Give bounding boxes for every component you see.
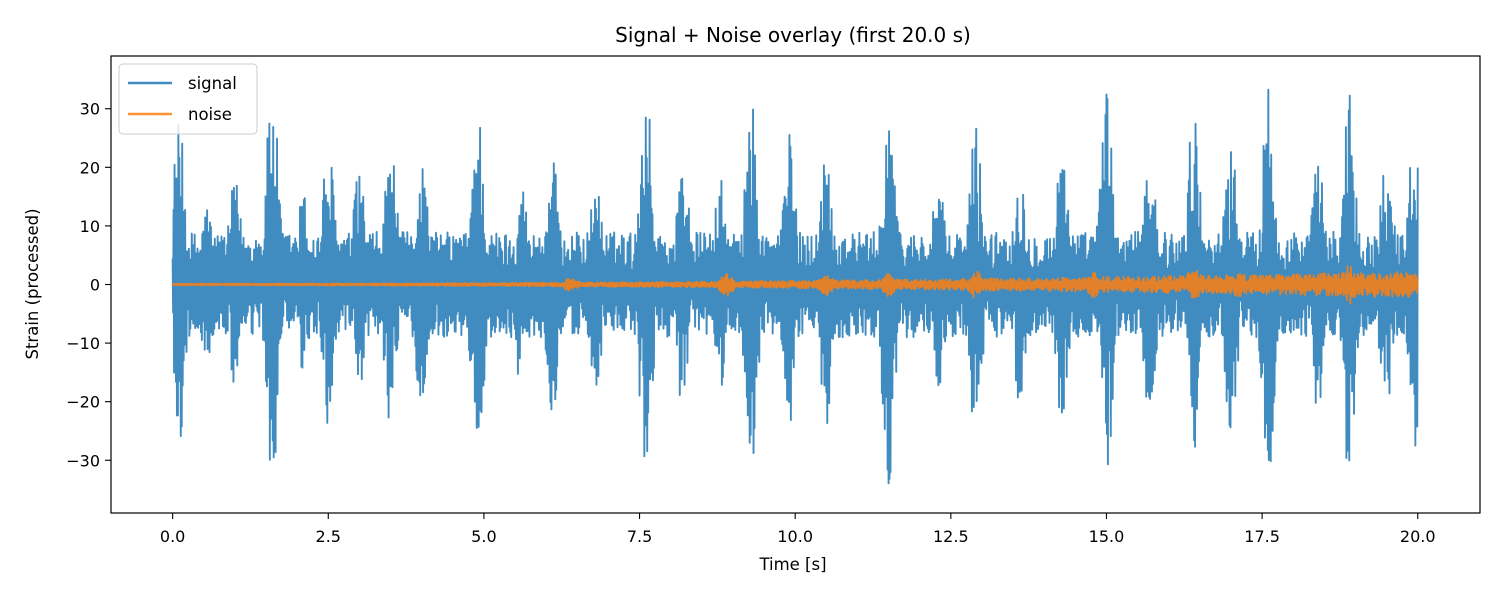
x-tick-label: 5.0 (471, 527, 496, 546)
noise-series-line (171, 265, 1419, 305)
legend-noise-label: noise (188, 105, 232, 124)
x-axis-title: Time [s] (758, 555, 826, 574)
x-tick-label: 7.5 (627, 527, 652, 546)
y-tick-label: −10 (66, 334, 100, 353)
y-tick-label: 0 (90, 276, 100, 295)
y-tick-label: 20 (80, 158, 100, 177)
y-tick-label: 10 (80, 217, 100, 236)
y-axis-title: Strain (processed) (23, 208, 42, 359)
legend-box (118, 63, 258, 135)
legend-signal-label: signal (188, 74, 237, 93)
x-tick-label: 20.0 (1400, 527, 1436, 546)
x-tick-label: 10.0 (777, 527, 813, 546)
legend: signal noise (118, 63, 258, 135)
x-tick-label: 0.0 (160, 527, 185, 546)
chart-title: Signal + Noise overlay (first 20.0 s) (615, 23, 971, 47)
y-axis: −30 −20 −10 0 10 20 30 (66, 100, 111, 470)
x-tick-label: 12.5 (933, 527, 969, 546)
series-layer (171, 88, 1419, 485)
x-tick-label: 15.0 (1089, 527, 1125, 546)
y-tick-label: −20 (66, 393, 100, 412)
y-tick-label: −30 (66, 451, 100, 470)
x-axis: 0.0 2.5 5.0 7.5 10.0 12.5 15.0 17.5 20.0 (160, 513, 1436, 546)
x-tick-label: 2.5 (316, 527, 341, 546)
y-tick-label: 30 (80, 100, 100, 119)
x-tick-label: 17.5 (1244, 527, 1280, 546)
